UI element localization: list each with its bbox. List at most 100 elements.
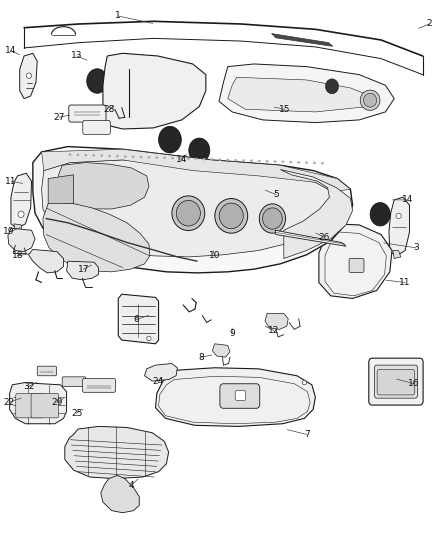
Ellipse shape [132,156,134,158]
Ellipse shape [163,157,166,159]
Ellipse shape [116,155,119,157]
Polygon shape [212,344,230,357]
FancyBboxPatch shape [235,391,246,400]
Polygon shape [319,224,392,298]
Polygon shape [272,34,333,46]
Ellipse shape [219,203,244,229]
Ellipse shape [290,161,292,163]
Text: 14: 14 [5,46,17,55]
Ellipse shape [69,154,71,156]
Text: 13: 13 [71,52,82,60]
Ellipse shape [187,158,190,160]
Text: 27: 27 [53,113,65,122]
Polygon shape [28,249,64,273]
Ellipse shape [305,161,308,164]
FancyBboxPatch shape [369,358,423,405]
Ellipse shape [87,69,108,93]
Polygon shape [8,228,35,252]
Ellipse shape [108,155,111,157]
Text: 8: 8 [198,353,205,361]
Ellipse shape [18,211,24,217]
Polygon shape [57,163,149,209]
Ellipse shape [189,138,210,163]
Polygon shape [389,197,410,256]
FancyBboxPatch shape [349,259,364,272]
Ellipse shape [211,158,213,160]
Polygon shape [228,77,377,112]
Text: 14: 14 [402,196,413,204]
Text: 24: 24 [152,377,163,385]
Polygon shape [42,149,350,192]
Text: 32: 32 [23,382,34,391]
Ellipse shape [172,196,205,230]
Ellipse shape [215,199,248,233]
Text: 29: 29 [51,398,63,407]
Text: 5: 5 [273,190,279,199]
Ellipse shape [195,158,198,160]
FancyBboxPatch shape [82,378,116,392]
Ellipse shape [26,73,32,78]
Text: 16: 16 [408,379,420,388]
FancyBboxPatch shape [377,369,415,395]
Ellipse shape [179,157,182,159]
Ellipse shape [155,157,158,159]
Ellipse shape [297,161,300,164]
Polygon shape [145,364,177,381]
Ellipse shape [258,160,261,162]
Text: 9: 9 [229,329,235,337]
FancyBboxPatch shape [69,105,106,122]
FancyBboxPatch shape [37,366,57,376]
Text: 10: 10 [209,252,220,260]
FancyBboxPatch shape [374,365,417,398]
Polygon shape [103,53,206,129]
Polygon shape [219,64,394,123]
Text: 11: 11 [399,278,411,287]
Ellipse shape [321,162,324,164]
Ellipse shape [262,208,282,229]
Ellipse shape [234,159,237,161]
Polygon shape [118,294,159,344]
Ellipse shape [171,157,174,159]
Ellipse shape [170,372,174,376]
Polygon shape [280,169,353,259]
Ellipse shape [313,162,316,164]
FancyBboxPatch shape [62,377,86,386]
FancyBboxPatch shape [83,120,110,134]
Text: 19: 19 [3,228,14,236]
Polygon shape [20,53,37,99]
Text: 17: 17 [78,265,89,273]
Ellipse shape [85,154,87,156]
Ellipse shape [77,154,79,156]
Text: 1: 1 [115,12,121,20]
Ellipse shape [100,155,103,157]
Text: 3: 3 [413,244,419,252]
Text: 6: 6 [133,316,139,324]
Ellipse shape [282,161,284,163]
Text: 22: 22 [3,398,14,407]
Polygon shape [42,160,337,257]
FancyBboxPatch shape [220,384,260,408]
Ellipse shape [259,204,286,233]
FancyBboxPatch shape [31,393,59,418]
Text: 26: 26 [318,233,330,241]
Polygon shape [10,383,67,424]
Text: 11: 11 [5,177,17,185]
Polygon shape [65,426,169,479]
Ellipse shape [396,213,401,219]
Text: 12: 12 [268,326,279,335]
Polygon shape [67,261,99,280]
Polygon shape [265,313,288,329]
Text: 25: 25 [71,409,82,417]
Ellipse shape [92,155,95,157]
Polygon shape [43,204,150,272]
Polygon shape [155,368,315,426]
Polygon shape [11,173,32,228]
Ellipse shape [203,158,205,160]
Ellipse shape [140,156,142,158]
Ellipse shape [325,79,339,94]
Ellipse shape [266,160,268,163]
FancyBboxPatch shape [16,393,43,418]
Ellipse shape [250,160,253,162]
Ellipse shape [159,126,181,153]
Text: 28: 28 [104,105,115,114]
